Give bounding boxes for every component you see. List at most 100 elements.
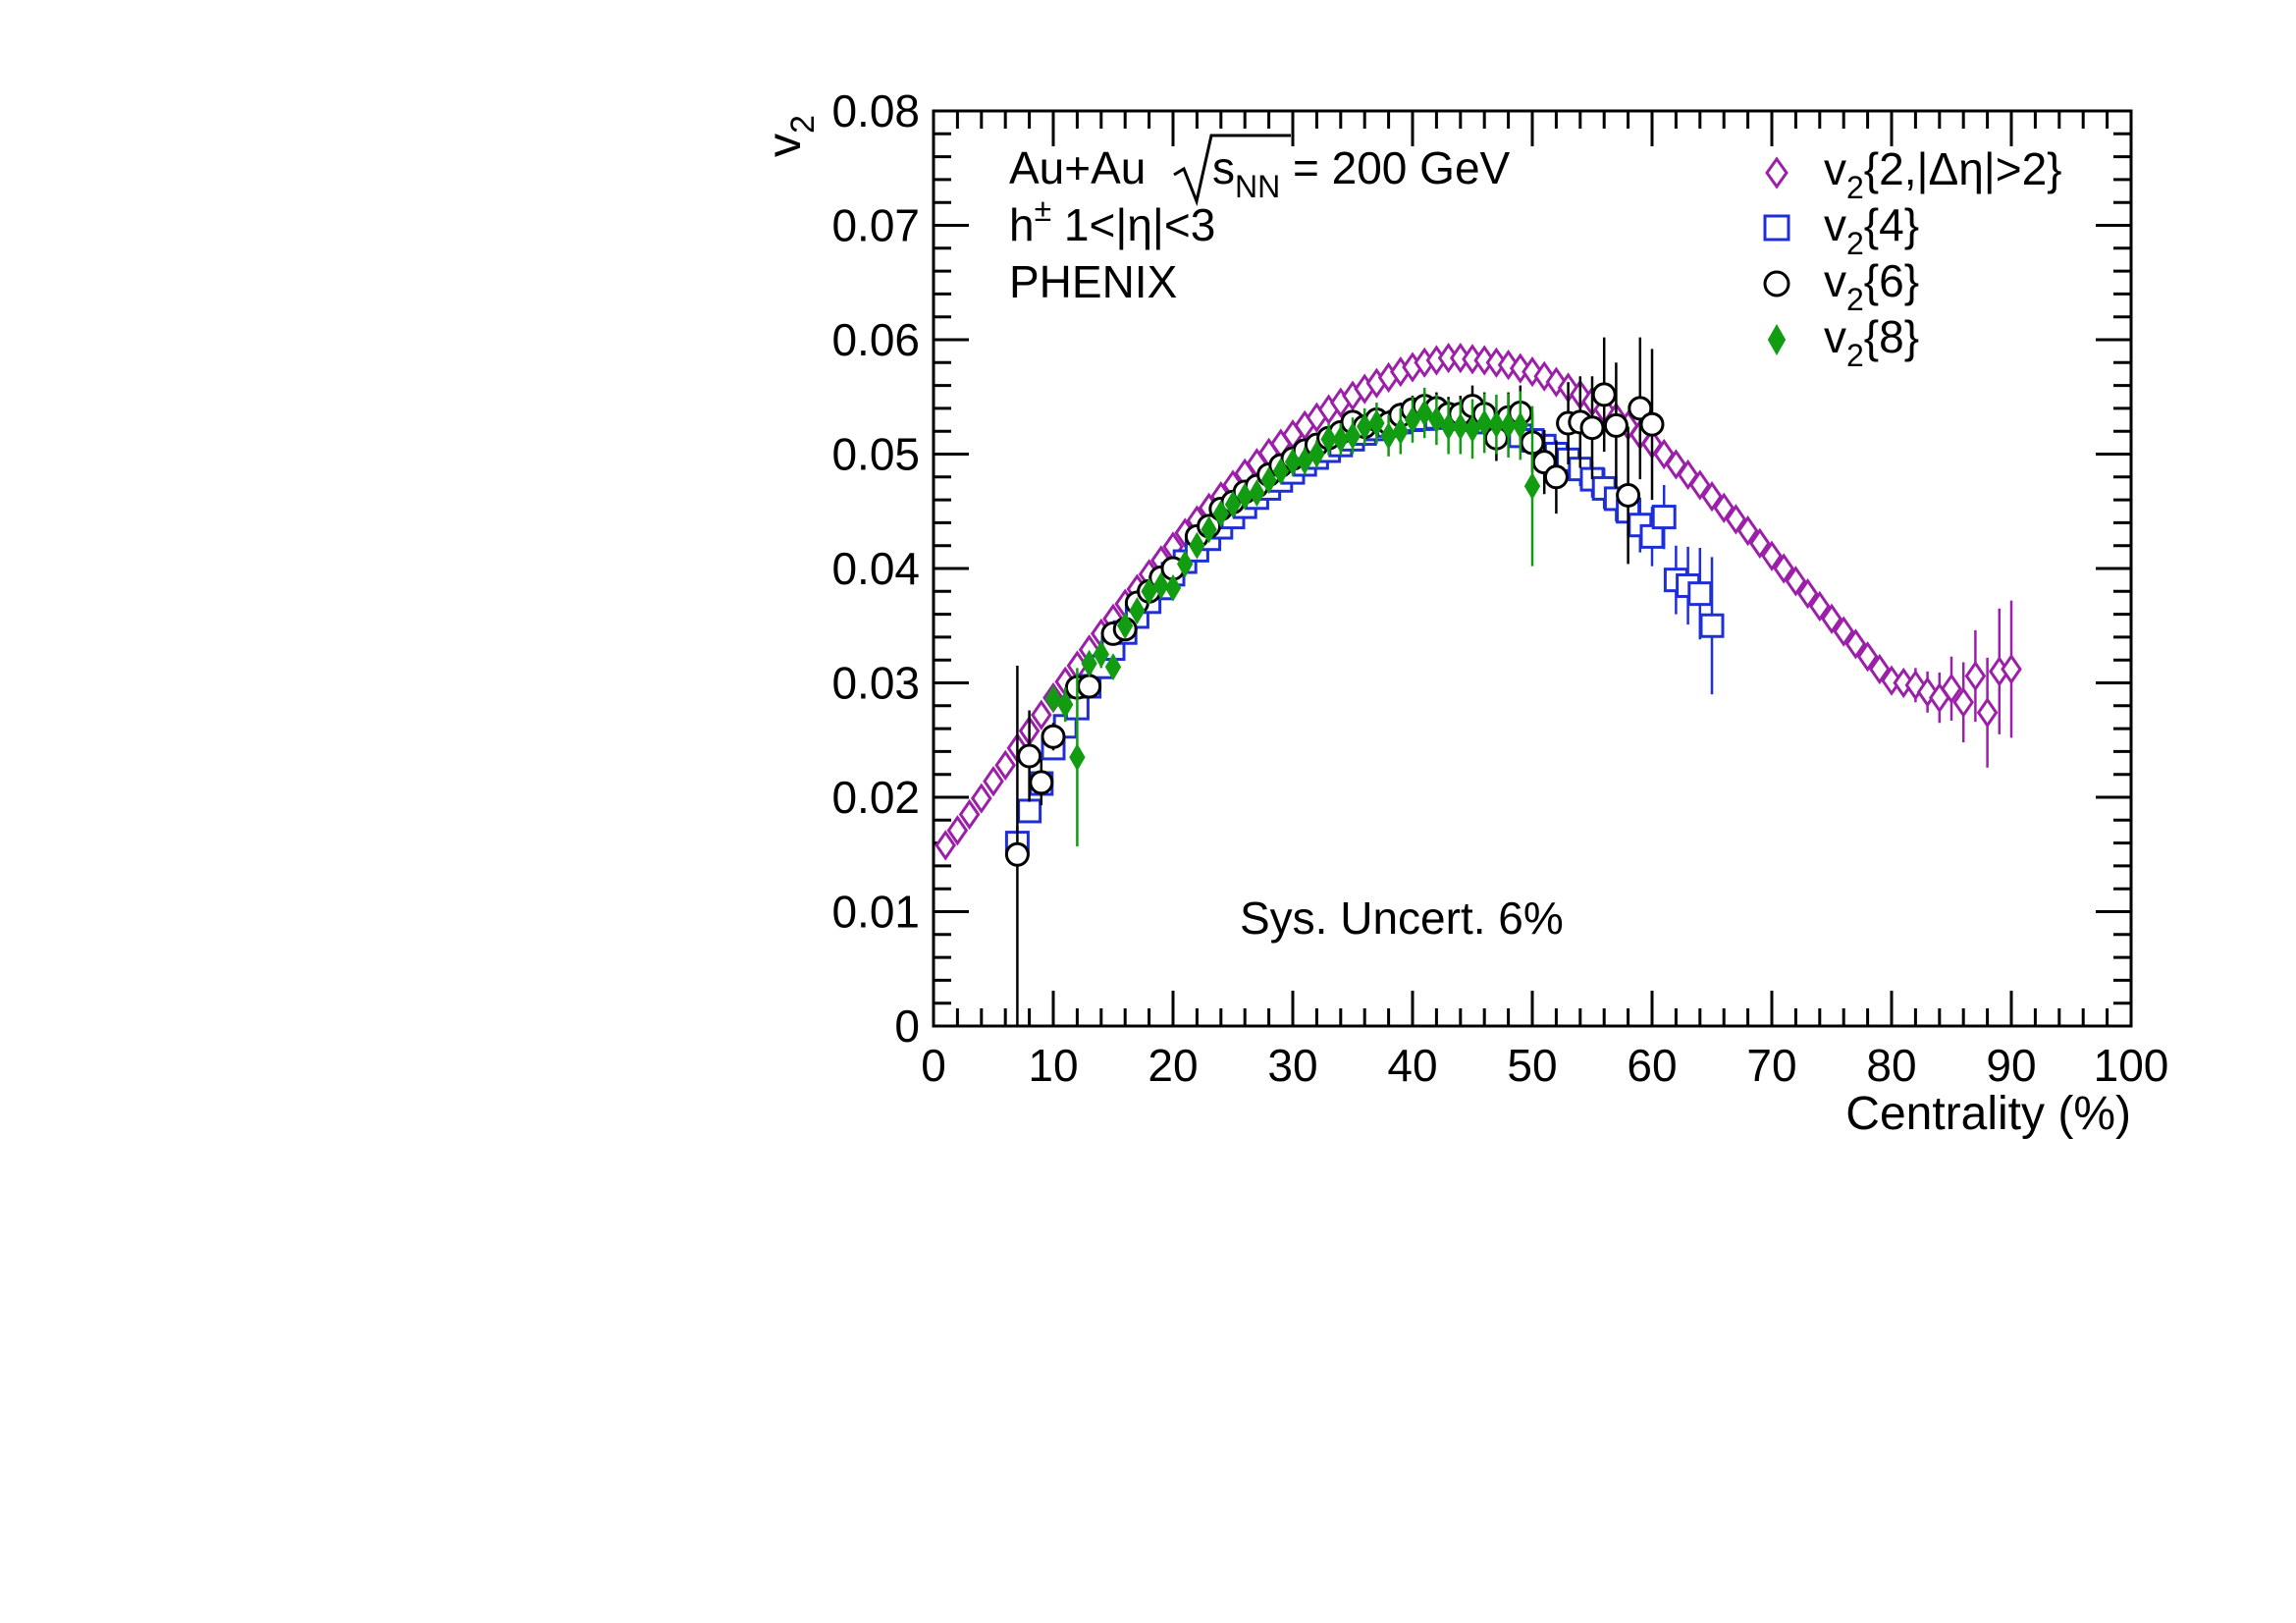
data-point <box>1628 337 1653 480</box>
data-point <box>1725 504 1747 535</box>
legend-label-sub: 2 <box>1846 338 1864 373</box>
marker <box>1725 504 1747 535</box>
marker <box>1428 406 1445 434</box>
x-tick-label: 90 <box>1986 1040 2036 1091</box>
data-point <box>1428 394 1445 446</box>
x-tick-label: 100 <box>2094 1040 2169 1091</box>
legend-entry-v2-2: v2{2,|Δη|>2} <box>1765 143 2062 205</box>
sys-uncert-label: Sys. Uncert. 6% <box>1240 893 1564 944</box>
marker <box>1688 469 1711 501</box>
data-point <box>983 766 1004 797</box>
data-point <box>1392 407 1409 455</box>
data-point <box>1284 448 1302 476</box>
x-tick-label: 50 <box>1507 1040 1557 1091</box>
marker <box>1141 577 1157 606</box>
svg-text:v2: v2 <box>759 115 822 157</box>
y-tick-label: 0 <box>894 1001 920 1052</box>
marker <box>1773 553 1795 584</box>
data-point <box>1044 684 1062 713</box>
data-point <box>1104 653 1122 681</box>
data-point <box>934 830 957 861</box>
particle-sup: ± <box>1035 192 1052 228</box>
marker <box>1104 653 1122 681</box>
data-point <box>1785 566 1807 597</box>
x-tick-label: 30 <box>1267 1040 1317 1091</box>
sqrt-s-sub: NN <box>1235 169 1280 204</box>
marker <box>1077 674 1102 699</box>
data-point <box>1639 349 1665 501</box>
marker <box>1952 686 1975 718</box>
y-tick-label: 0.04 <box>831 543 920 594</box>
marker <box>1297 447 1313 475</box>
data-point <box>1440 399 1457 455</box>
marker <box>1416 399 1433 427</box>
marker <box>1093 640 1109 669</box>
data-point <box>1543 440 1569 514</box>
marker <box>1041 724 1066 749</box>
marker <box>1603 412 1629 438</box>
marker <box>970 783 992 814</box>
data-point <box>1081 649 1097 677</box>
marker <box>1488 410 1505 439</box>
legend-label-sub: 2 <box>1846 282 1864 317</box>
particle: h <box>1009 199 1035 250</box>
data-point <box>1368 403 1385 445</box>
y-tick-label: 0.01 <box>831 887 920 938</box>
data-point <box>2001 600 2022 738</box>
data-point <box>1129 597 1146 625</box>
legend-label-sub: 2 <box>1846 170 1864 205</box>
system-prefix: Au+Au <box>1009 142 1146 193</box>
marker <box>934 830 957 861</box>
marker <box>1004 841 1030 867</box>
x-tick-label: 10 <box>1028 1040 1078 1091</box>
data-point <box>1404 397 1421 443</box>
data-point <box>1177 550 1194 578</box>
data-point <box>1796 577 1819 610</box>
data-point <box>1117 612 1134 640</box>
data-point <box>1464 399 1481 460</box>
eta-range: 1<|η|<3 <box>1051 199 1215 250</box>
data-point <box>1688 469 1711 501</box>
data-point <box>1029 759 1054 806</box>
sqrt-s: s <box>1212 142 1235 193</box>
legend-marker-v2-6 <box>1763 270 1790 298</box>
data-point <box>1651 484 1677 550</box>
svg-text:v2{6}: v2{6} <box>1824 255 1919 317</box>
data-point <box>1821 603 1842 634</box>
x-tick-label: 80 <box>1866 1040 1916 1091</box>
legend-entry-v2-8: v2{8} <box>1767 311 1919 373</box>
y-tick-label: 0.05 <box>831 429 920 480</box>
data-point <box>1030 699 1052 730</box>
x-tick-label: 60 <box>1627 1040 1677 1091</box>
data-point <box>1201 515 1217 544</box>
legend: v2{2,|Δη|>2} v2{4} v2{6} v2{8} <box>1763 143 2062 373</box>
marker <box>1941 673 1962 704</box>
marker <box>1856 641 1879 673</box>
svg-text:v2{8}: v2{8} <box>1824 311 1919 373</box>
data-point <box>1748 527 1771 560</box>
legend-label-rest: {4} <box>1864 199 1919 250</box>
legend-label-main: v <box>1824 311 1846 362</box>
marker <box>1260 466 1277 495</box>
marker <box>1523 472 1541 501</box>
marker <box>1699 613 1725 638</box>
data-point <box>1512 391 1528 460</box>
legend-label-main: v <box>1824 143 1846 194</box>
marker <box>1476 409 1493 438</box>
data-point <box>1844 628 1867 660</box>
legend-label-rest: {6} <box>1864 255 1919 306</box>
x-tick-label: 0 <box>921 1040 946 1091</box>
data-point <box>1152 571 1169 600</box>
marker <box>1616 482 1641 508</box>
data-point <box>1773 553 1795 584</box>
legend-label-main: v <box>1824 199 1846 250</box>
y-axis-title-sub: 2 <box>784 115 822 134</box>
marker <box>1976 697 1999 729</box>
axis-tick-labels: 0 10 20 30 40 50 60 70 80 90 100 0 0.01 0.02 0.03 0.04 0… <box>831 85 2168 1091</box>
data-point <box>1808 590 1831 622</box>
energy-value: = 200 GeV <box>1280 142 1510 193</box>
marker <box>1868 653 1891 685</box>
data-point <box>1416 387 1433 439</box>
marker <box>1017 743 1042 769</box>
data-point <box>1452 399 1468 455</box>
